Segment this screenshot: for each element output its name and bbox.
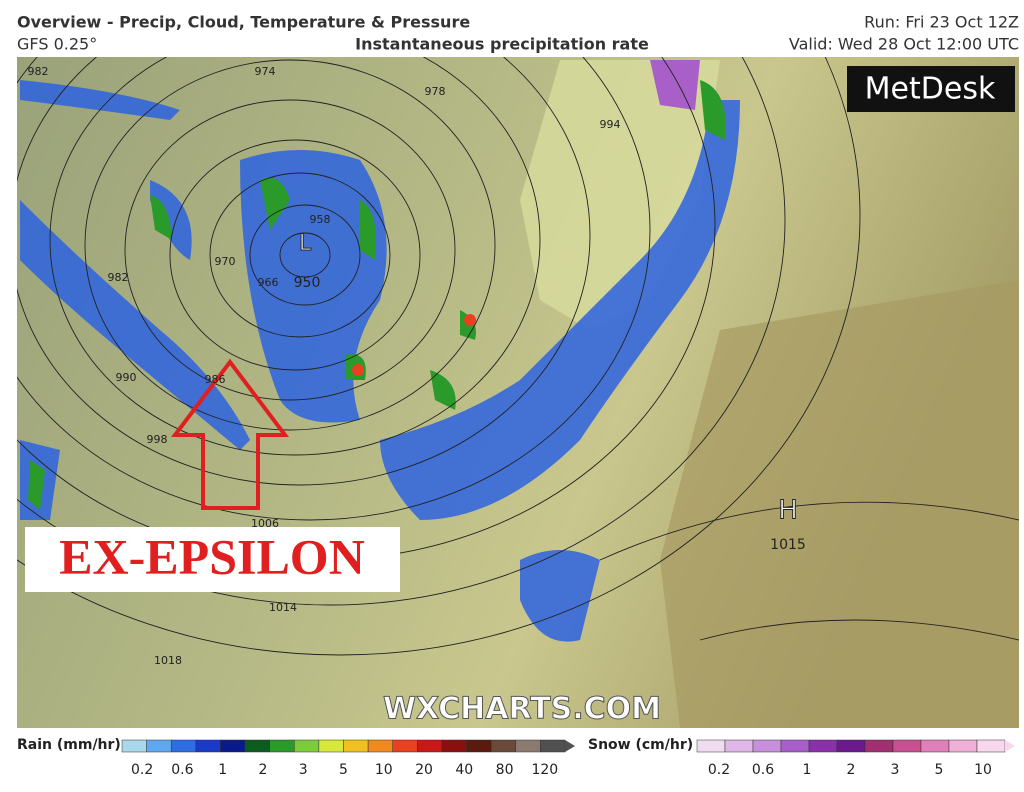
high-pressure: 1015 — [770, 537, 806, 553]
legend-swatch — [441, 739, 467, 753]
legend-swatch — [170, 739, 197, 753]
legend-tick-label: 0.2 — [131, 762, 153, 778]
legend-swatch — [540, 739, 566, 753]
rain-legend-title: Rain (mm/hr) — [17, 737, 121, 753]
precip-area — [20, 80, 740, 642]
snow-area — [650, 60, 700, 110]
legend-swatch — [920, 739, 950, 753]
map-layer — [17, 57, 1019, 728]
logo: MetDesk — [865, 72, 996, 107]
legend-swatch — [808, 739, 838, 753]
low-label: L — [299, 231, 312, 256]
legend-swatch — [367, 739, 393, 753]
isobars — [17, 57, 1019, 656]
legend-swatch — [195, 739, 221, 753]
legend-swatch — [696, 739, 726, 753]
high-label: H — [778, 496, 798, 526]
legend-tick-label: 10 — [974, 762, 992, 778]
logo-box — [847, 66, 1015, 112]
legend-tick-label: 0.6 — [171, 762, 193, 778]
legend-swatch — [343, 739, 369, 753]
legend-swatch — [466, 739, 492, 753]
annotation-box — [25, 527, 400, 592]
model: GFS 0.25° — [17, 35, 97, 54]
legend-tick-label: 120 — [531, 762, 558, 778]
isobar-label: 994 — [600, 118, 621, 131]
legend-swatch — [948, 739, 978, 753]
isobar-label: 1006 — [251, 517, 279, 530]
title: Overview - Precip, Cloud, Temperature & … — [17, 13, 470, 32]
legend-tick-label: 2 — [847, 762, 856, 778]
isobar-label: 986 — [205, 373, 226, 386]
legend-tick-label: 1 — [803, 762, 812, 778]
legend-tick-label: 0.6 — [752, 762, 774, 778]
isobar-label: 974 — [255, 65, 276, 78]
snow-legend-title: Snow (cm/hr) — [588, 737, 693, 753]
legend-swatch — [724, 739, 754, 753]
arrow — [170, 358, 290, 510]
legend-swatch — [780, 739, 810, 753]
run: Run: Fri 23 Oct 12Z — [864, 13, 1019, 32]
legend-swatch — [892, 739, 922, 753]
legend-swatch — [515, 739, 541, 753]
isobar-label: 982 — [108, 271, 129, 284]
legend-swatch — [121, 739, 147, 753]
isobar-label: 966 — [258, 276, 279, 289]
isobar-label: 1014 — [269, 601, 297, 614]
legend-tick-label: 3 — [299, 762, 308, 778]
legend-arrow — [565, 740, 575, 752]
legend-tick-label: 40 — [455, 762, 473, 778]
cloud-band — [520, 60, 720, 330]
precip-peak — [464, 314, 476, 326]
legend-tick-label: 20 — [415, 762, 433, 778]
legend-swatch — [836, 739, 866, 753]
legend-swatch — [392, 739, 418, 753]
isobar-label: 1018 — [154, 654, 182, 667]
isobar-label: 982 — [28, 65, 49, 78]
legend-swatch — [269, 739, 295, 753]
isobar-label: 958 — [310, 213, 331, 226]
legend-tick-label: 2 — [258, 762, 267, 778]
legend-swatch — [146, 739, 172, 753]
low-pressure: 950 — [294, 275, 321, 291]
legend-swatch — [864, 739, 894, 753]
legend-swatch — [752, 739, 782, 753]
legend-arrow — [1005, 740, 1015, 752]
isobar-label: 970 — [215, 255, 236, 268]
legend-swatch — [244, 739, 270, 753]
legend-swatch — [318, 739, 344, 753]
legend-tick-label: 5 — [935, 762, 944, 778]
annotation: EX-EPSILON — [59, 528, 365, 584]
legend-tick-label: 1 — [218, 762, 227, 778]
legend-swatch — [220, 739, 246, 753]
legend-tick-label: 5 — [339, 762, 348, 778]
legend-swatch — [294, 739, 320, 753]
valid: Valid: Wed 28 Oct 12:00 UTC — [789, 35, 1019, 54]
isobar-label: 978 — [425, 85, 446, 98]
subtitle: Instantaneous precipitation rate — [355, 35, 649, 54]
watermark: WXCHARTS.COM — [383, 692, 661, 727]
legend-tick-label: 0.2 — [708, 762, 730, 778]
isobar-label: 998 — [147, 433, 168, 446]
legend-tick-label: 80 — [496, 762, 514, 778]
legend-swatch — [490, 739, 517, 753]
precip-peak — [352, 364, 364, 376]
legend-swatch — [976, 739, 1006, 753]
legend-tick-label: 3 — [891, 762, 900, 778]
isobar-label: 990 — [116, 371, 137, 384]
legend-tick-label: 10 — [375, 762, 393, 778]
legend-swatch — [417, 739, 443, 753]
land-relief — [660, 280, 1019, 728]
